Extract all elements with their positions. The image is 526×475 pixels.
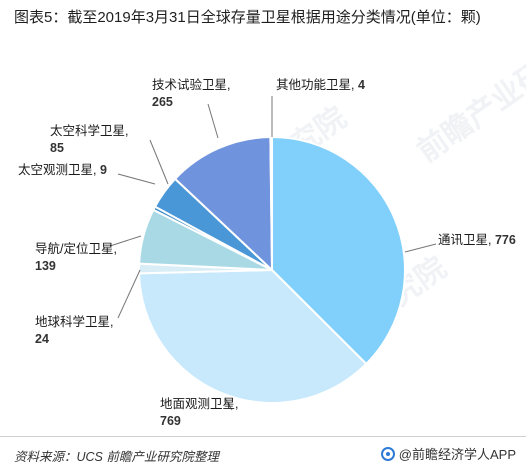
leader-line (117, 269, 141, 319)
pie-slice (173, 135, 274, 273)
leader-line (404, 243, 437, 253)
slice-label: 技术试验卫星, 265 (152, 77, 230, 109)
pie-slices (138, 135, 406, 404)
brand-logo-icon (380, 446, 395, 461)
slice-labels: 通讯卫星, 776 地面观测卫星, 769 地球科学卫星, 24 导航/定位卫星, 139 太… (18, 77, 516, 428)
leader-line (224, 397, 233, 411)
leader-line (149, 139, 169, 185)
footer-divider (0, 436, 526, 437)
pie-slice (138, 268, 368, 404)
brand-credit: @前瞻经济学人APP (380, 444, 516, 463)
chart-title: 图表5：截至2019年3月31日全球存量卫星根据用途分类情况(单位：颗) (14, 9, 481, 26)
slice-label: 其他功能卫星, 4 (276, 78, 365, 92)
slice-label: 导航/定位卫星, 139 (35, 241, 117, 273)
source-note: 资料来源：UCS 前瞻产业研究院整理 (14, 450, 219, 464)
slice-label: 通讯卫星, 776 (438, 233, 516, 247)
leader-lines (109, 96, 437, 411)
leader-line (207, 103, 219, 139)
leader-line (109, 235, 142, 247)
slice-label: 地面观测卫星, 769 (160, 397, 238, 428)
slice-label: 太空科学卫星, 85 (50, 123, 128, 155)
slice-label: 地球科学卫星, 24 (35, 314, 113, 346)
brand-name: @前瞻经济学人APP (398, 447, 516, 462)
slice-label: 太空观测卫星, 9 (18, 162, 107, 177)
pie-slice (271, 135, 406, 366)
leader-line (117, 173, 156, 185)
pie-chart: 通讯卫星, 776 地面观测卫星, 769 地球科学卫星, 24 导航/定位卫星, 139 太… (18, 77, 516, 428)
